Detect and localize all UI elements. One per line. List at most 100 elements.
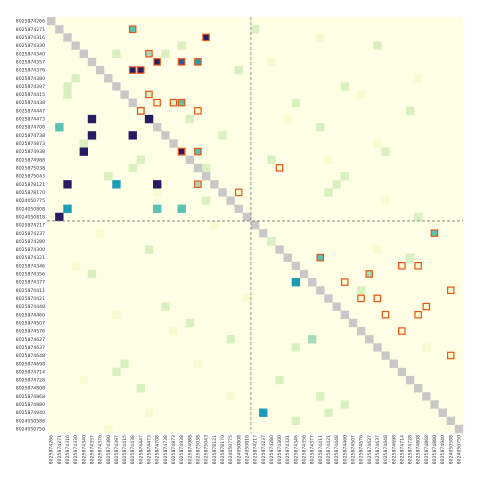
diagonal-cell <box>128 98 137 107</box>
y-tick-label: 8025874728 <box>16 378 45 384</box>
x-tick-label: 8025874988 <box>187 435 193 464</box>
heatmap-cell <box>169 98 178 107</box>
diagonal-cell <box>299 269 309 279</box>
y-tick-label: 8025875043 <box>16 174 45 180</box>
diagonal-cell <box>275 245 284 254</box>
y-tick-label: 8025874507 <box>16 320 45 326</box>
heatmap-cell <box>177 147 186 156</box>
x-tick-label: 8025874421 <box>326 435 332 464</box>
diagonal-cell <box>242 212 252 222</box>
y-tick-label: 8025874266 <box>16 19 45 25</box>
diagonal-cell <box>120 90 129 99</box>
heatmap-cell <box>120 359 129 368</box>
heatmap-cell <box>144 114 154 124</box>
diagonal-cell <box>397 367 407 377</box>
x-tick-label: 8024050775 <box>228 435 234 464</box>
heatmap-cell <box>201 196 211 205</box>
diagonal-cell <box>71 41 80 50</box>
diagonal-cell <box>430 400 439 409</box>
x-tick-label: 8025874300 <box>277 435 283 464</box>
heatmap-cell <box>381 147 390 156</box>
y-tick-label: 8025874330 <box>16 43 45 49</box>
y-tick-label: 8024050808 <box>16 206 45 212</box>
heatmap-cell <box>275 375 284 385</box>
heatmap-cell <box>405 106 415 116</box>
heatmap-cell <box>185 114 195 124</box>
diagonal-cell <box>373 343 382 352</box>
heatmap-cell <box>414 74 423 83</box>
x-tick-label: 8025874648 <box>383 435 389 464</box>
heatmap-cell <box>291 278 301 287</box>
y-tick-label: 8025874271 <box>16 27 45 33</box>
diagonal-cell <box>95 65 105 75</box>
x-tick-label: 8025874271 <box>57 435 63 464</box>
heatmap-cell <box>136 155 146 165</box>
heatmap-cell <box>275 164 284 172</box>
x-tick-label: 8025874728 <box>408 435 414 464</box>
heatmap-cell <box>161 49 170 58</box>
diagonal-cell <box>201 171 211 181</box>
heatmap-cell <box>137 107 145 115</box>
heatmap-cell <box>63 90 72 99</box>
heatmap-cell <box>177 98 186 107</box>
diagonal-cell <box>405 375 415 385</box>
heatmap-cell <box>177 41 186 50</box>
diagonal-cell <box>308 278 317 287</box>
diagonal-cell <box>63 33 72 42</box>
x-tick-label: 8025874237 <box>261 435 267 464</box>
heatmap-cell <box>193 359 203 368</box>
x-tick-label: 8025874808 <box>416 435 422 464</box>
diagonal-cell <box>55 25 64 34</box>
x-tick-label: 8025878170 <box>220 435 226 464</box>
x-tick-label: 8025874873 <box>171 435 177 464</box>
heatmap-cell <box>234 188 243 197</box>
heatmap-cell <box>373 139 382 148</box>
heatmap-cell <box>340 82 350 91</box>
heatmap-cell <box>63 180 72 189</box>
diagonal-cell <box>389 359 398 368</box>
heatmap-cell <box>144 408 154 417</box>
heatmap-cell <box>63 82 72 91</box>
diagonal-cell <box>316 286 325 295</box>
heatmap-cell <box>79 139 88 148</box>
x-tick-label: 8025874217 <box>253 435 259 464</box>
x-tick-label: 8025874380 <box>106 435 112 464</box>
heatmap-cell <box>112 180 121 189</box>
x-tick-label: 8025874714 <box>399 435 405 464</box>
heatmap-cell <box>414 262 422 270</box>
heatmap-cell <box>422 302 431 311</box>
heatmap-cell <box>128 163 137 173</box>
heatmap-cell <box>169 326 178 336</box>
heatmap-cell <box>340 278 349 286</box>
diagonal-cell <box>234 204 243 213</box>
x-tick-label: 8025875038 <box>196 435 202 464</box>
y-tick-label: 8025874738 <box>16 133 45 139</box>
y-tick-label: 8025874438 <box>16 100 45 106</box>
y-tick-label: 8025874938 <box>16 149 45 155</box>
y-tick-label: 8025874576 <box>16 329 45 335</box>
heatmap-cell <box>226 335 235 344</box>
diagonal-cell <box>438 408 447 417</box>
y-tick-label: 8025874380 <box>16 76 45 82</box>
x-tick-label: 8025874356 <box>302 435 308 464</box>
y-tick-label: 8025874280 <box>16 239 45 245</box>
heatmap-cell <box>267 57 276 67</box>
y-tick-label: 8025874627 <box>16 337 45 343</box>
heatmap-cell <box>55 212 64 222</box>
x-tick-label: 8025874415 <box>122 435 128 464</box>
heatmap-cell <box>430 229 439 237</box>
heatmap-cell <box>226 392 235 401</box>
x-tick-label: 8025874637 <box>375 435 381 464</box>
diagonal-cell <box>283 253 292 262</box>
heatmap-cell <box>55 123 64 132</box>
heatmap-cell <box>356 286 366 295</box>
y-tick-label: 8025874940 <box>16 410 45 416</box>
y-tick-label: 8025874808 <box>16 386 45 392</box>
heatmap-cell <box>324 188 333 197</box>
y-tick-label: 8025874988 <box>16 157 45 163</box>
y-tick-label: 8025875038 <box>16 166 45 172</box>
diagonal-cell <box>414 384 423 393</box>
heatmap-cell <box>104 424 113 434</box>
y-tick-label: 8025874346 <box>16 263 45 269</box>
heatmap-cell <box>144 245 154 254</box>
